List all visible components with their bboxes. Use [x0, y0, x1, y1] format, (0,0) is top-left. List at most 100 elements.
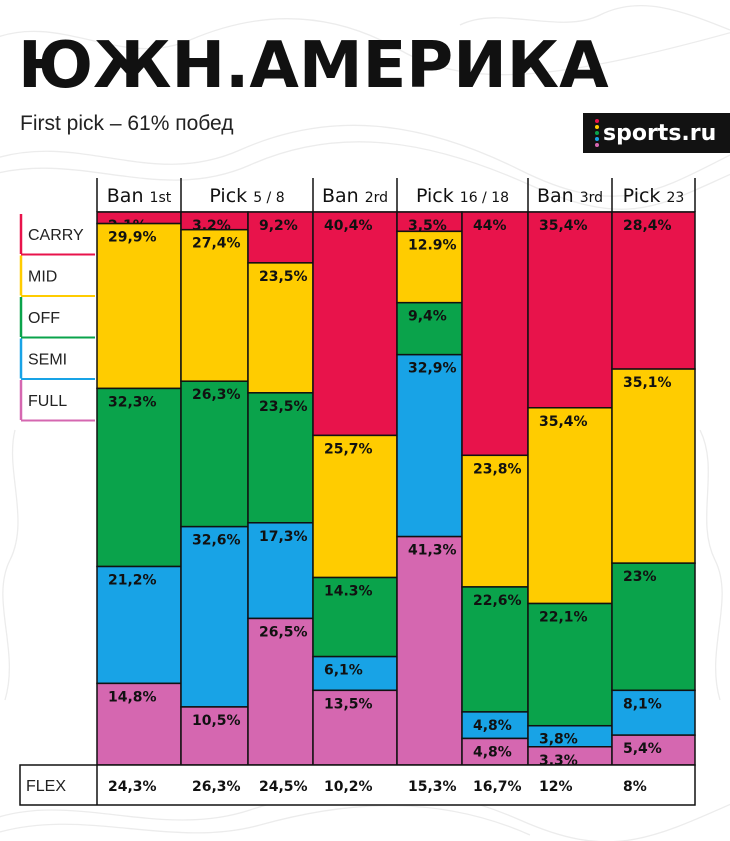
- bar-3-segment-full: [312, 689, 398, 766]
- legend-label-off: OFF: [28, 310, 60, 327]
- bar-4-segment-full: [396, 535, 463, 766]
- legend-label-semi: SEMI: [28, 352, 67, 369]
- bar-7-segment-off: [611, 562, 696, 692]
- bar-3-label-semi: 6,1%: [324, 663, 363, 679]
- bar-0-segment-full: [96, 682, 182, 766]
- bar-1-label-mid: 27,4%: [192, 236, 241, 252]
- column-header-sub: 16 / 18: [460, 190, 509, 206]
- bar-4-label-carry: 3,5%: [408, 218, 447, 234]
- legend-box-mid: [20, 255, 95, 296]
- bar-2-label-off: 23,5%: [259, 399, 308, 415]
- bar-6-segment-carry: [527, 211, 613, 409]
- bar-2-label-semi: 17,3%: [259, 529, 308, 545]
- flex-value-7: 8%: [623, 779, 647, 795]
- column-header-sub: 2rd: [365, 190, 388, 206]
- bar-4-segment-mid: [396, 230, 463, 304]
- legend-box-off: [20, 297, 95, 337]
- bar-7-segment-carry: [611, 211, 696, 370]
- bar-0-label-mid: 29,9%: [108, 230, 157, 246]
- column-header-main: Pick: [416, 185, 460, 207]
- bar-7-label-off: 23%: [623, 569, 657, 585]
- bar-0-label-off: 32,3%: [108, 394, 157, 410]
- bar-4-label-full: 41,3%: [408, 543, 457, 559]
- column-header-main: Ban: [537, 185, 580, 207]
- bar-7-label-mid: 35,1%: [623, 375, 672, 391]
- bar-5-label-off: 22,6%: [473, 593, 522, 609]
- bar-3-segment-carry: [312, 211, 398, 437]
- bar-4-segment-off: [396, 301, 463, 356]
- flex-value-2: 24,5%: [259, 779, 308, 795]
- bar-3-label-full: 13,5%: [324, 696, 373, 712]
- bar-5-label-full: 4,8%: [473, 744, 512, 760]
- column-header-5: Pick 23: [623, 185, 685, 207]
- legend-label-carry: CARRY: [28, 227, 84, 244]
- logo-dots-icon: [595, 118, 599, 148]
- bar-1-label-full: 10,5%: [192, 713, 241, 729]
- bar-7-segment-mid: [611, 368, 696, 564]
- bar-6-label-semi: 3,8%: [539, 732, 578, 748]
- flex-value-1: 26,3%: [192, 779, 241, 795]
- bar-1-segment-full: [180, 706, 249, 766]
- bar-3-segment-semi: [312, 655, 398, 692]
- flex-row: [19, 764, 696, 806]
- bar-2-segment-semi: [247, 522, 314, 620]
- legend-box-carry: [20, 214, 95, 254]
- bar-6-segment-mid: [527, 407, 613, 605]
- bar-2-segment-mid: [247, 262, 314, 394]
- bar-2-label-mid: 23,5%: [259, 269, 308, 285]
- flex-value-6: 12%: [539, 779, 573, 795]
- column-header-main: Ban: [322, 185, 365, 207]
- bar-5-label-mid: 23,8%: [473, 461, 522, 477]
- column-header-0: Ban 1st: [107, 185, 172, 207]
- column-header-sub: 1st: [150, 190, 172, 206]
- bar-0-label-semi: 21,2%: [108, 573, 157, 589]
- bar-5-segment-off: [461, 586, 529, 713]
- bar-6-segment-off: [527, 602, 613, 727]
- bar-0-segment-off: [96, 387, 182, 568]
- bar-1-segment-semi: [180, 525, 249, 708]
- flex-value-5: 16,7%: [473, 779, 522, 795]
- bar-1-segment-mid: [180, 228, 249, 382]
- bar-4-label-off: 9,4%: [408, 309, 447, 325]
- bar-4-label-semi: 32,9%: [408, 361, 457, 377]
- sports-ru-logo: sports.ru: [583, 113, 730, 153]
- bar-1-label-off: 26,3%: [192, 387, 241, 403]
- logo-text: sports.ru: [603, 120, 717, 146]
- column-header-main: Pick: [623, 185, 667, 207]
- flex-value-3: 10,2%: [324, 779, 373, 795]
- bar-3-label-mid: 25,7%: [324, 441, 373, 457]
- page-subtitle: First pick – 61% побед: [20, 112, 234, 135]
- bar-7-label-semi: 8,1%: [623, 696, 662, 712]
- bar-4-label-mid: 12.9%: [408, 237, 457, 253]
- bar-5-label-carry: 44%: [473, 218, 507, 234]
- bar-3-label-off: 14.3%: [324, 584, 373, 600]
- bar-6-label-mid: 35,4%: [539, 414, 588, 430]
- bar-0-segment-mid: [96, 222, 182, 390]
- bar-7-segment-semi: [611, 689, 696, 736]
- bar-5-label-semi: 4,8%: [473, 718, 512, 734]
- legend-label-full: FULL: [28, 393, 67, 410]
- bar-1-segment-off: [180, 380, 249, 528]
- column-header-sub: 5 / 8: [253, 190, 284, 206]
- flex-value-0: 24,3%: [108, 779, 157, 795]
- column-header-3: Pick 16 / 18: [416, 185, 509, 207]
- flex-label: FLEX: [26, 778, 66, 795]
- bar-4-segment-semi: [396, 353, 463, 538]
- bar-5-segment-carry: [461, 211, 529, 457]
- bar-5-segment-mid: [461, 454, 529, 588]
- bar-3-label-carry: 40,4%: [324, 218, 373, 234]
- bar-2-segment-carry: [247, 211, 314, 264]
- bar-7-label-carry: 28,4%: [623, 218, 672, 234]
- legend-box-full: [20, 380, 95, 420]
- bar-1-label-semi: 32,6%: [192, 533, 241, 549]
- column-header-sub: 23: [666, 190, 684, 206]
- column-header-2: Ban 2rd: [322, 185, 388, 207]
- column-header-4: Ban 3rd: [537, 185, 603, 207]
- page-title: ЮЖН.АМЕРИКА: [18, 29, 609, 103]
- bar-6-label-off: 22,1%: [539, 610, 588, 626]
- column-header-main: Ban: [107, 185, 150, 207]
- bar-2-segment-full: [247, 617, 314, 766]
- legend-box-semi: [20, 338, 95, 379]
